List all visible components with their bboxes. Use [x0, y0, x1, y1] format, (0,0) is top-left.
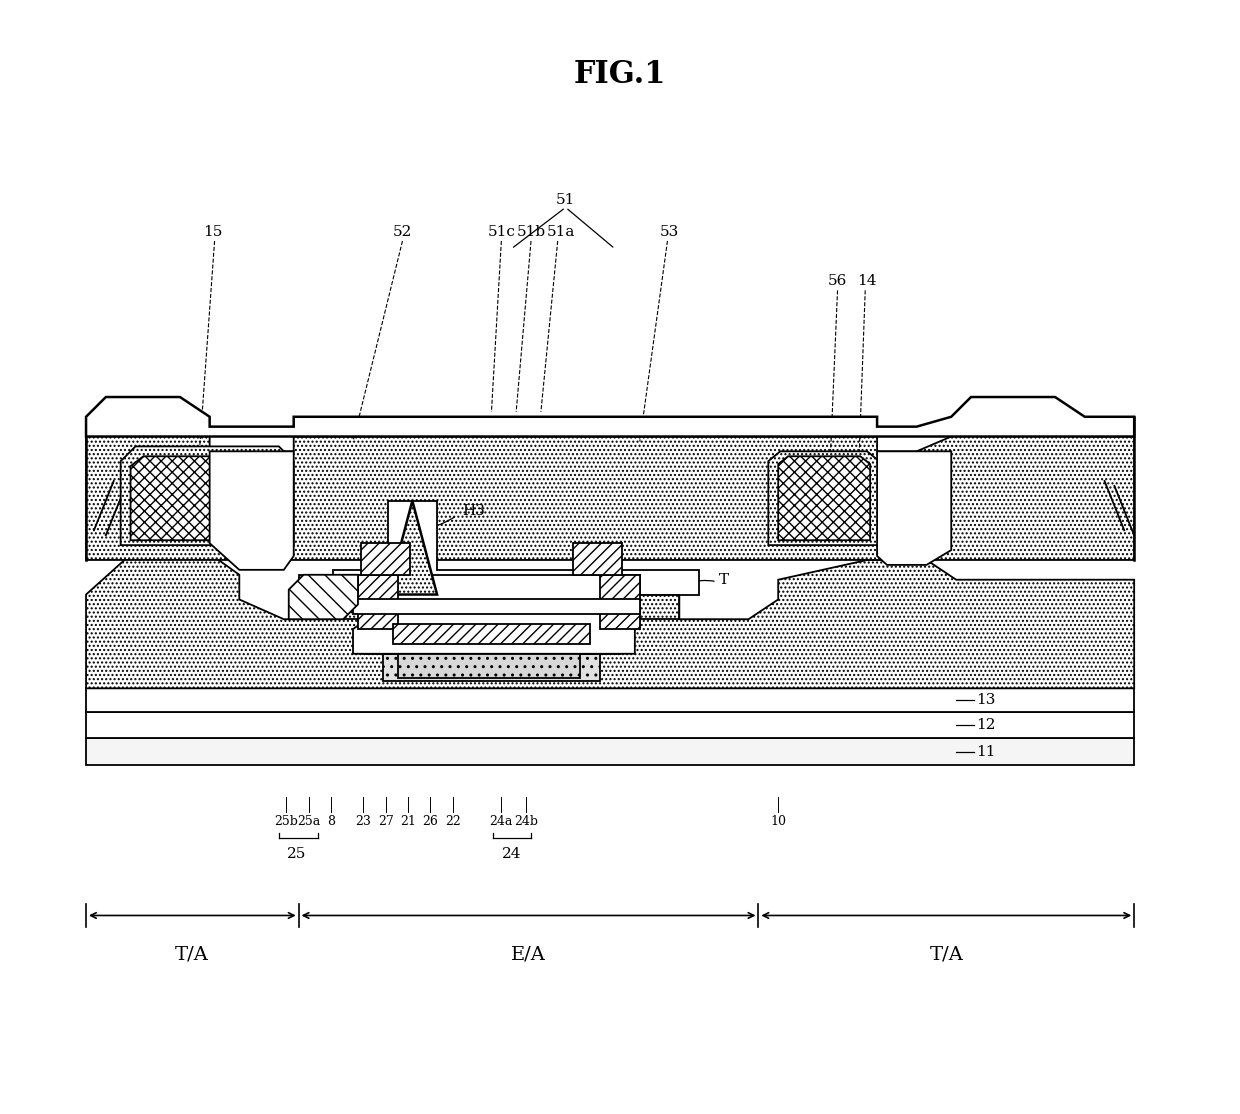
Polygon shape — [130, 457, 284, 540]
Bar — [398, 654, 580, 678]
Bar — [393, 624, 590, 644]
Polygon shape — [605, 575, 680, 619]
Bar — [86, 737, 1135, 765]
Text: 15: 15 — [203, 225, 222, 240]
Text: 22: 22 — [445, 815, 461, 828]
Polygon shape — [299, 575, 378, 619]
Text: 23: 23 — [355, 815, 371, 828]
Text: 53: 53 — [660, 225, 680, 240]
Text: 24a: 24a — [490, 815, 513, 828]
Polygon shape — [334, 500, 699, 595]
Polygon shape — [353, 605, 635, 654]
Text: 56: 56 — [828, 274, 847, 289]
Bar — [358, 575, 398, 629]
Polygon shape — [388, 500, 436, 595]
Bar — [353, 599, 640, 614]
Text: 8: 8 — [327, 815, 335, 828]
Polygon shape — [210, 451, 294, 570]
Text: 25b: 25b — [274, 815, 298, 828]
Text: 11: 11 — [976, 744, 996, 759]
Polygon shape — [86, 550, 1135, 688]
Polygon shape — [289, 575, 358, 619]
Text: 27: 27 — [378, 815, 393, 828]
Text: 52: 52 — [393, 225, 412, 240]
Polygon shape — [877, 451, 951, 565]
Bar — [600, 575, 640, 629]
Text: T/A: T/A — [175, 946, 208, 964]
Text: E/A: E/A — [511, 946, 546, 964]
Text: H3: H3 — [461, 504, 485, 518]
Text: 12: 12 — [976, 717, 996, 732]
Bar — [358, 575, 630, 605]
Bar — [86, 688, 1135, 712]
Text: 25a: 25a — [296, 815, 320, 828]
Text: 26: 26 — [422, 815, 438, 828]
Text: 21: 21 — [401, 815, 417, 828]
Polygon shape — [120, 447, 294, 545]
Text: 51b: 51b — [516, 225, 546, 240]
Text: 51c: 51c — [487, 225, 516, 240]
Text: 14: 14 — [857, 274, 877, 289]
Text: 10: 10 — [770, 815, 786, 828]
Text: 13: 13 — [976, 693, 996, 707]
Bar — [383, 654, 600, 682]
Text: FIG.1: FIG.1 — [574, 59, 666, 89]
Text: H2: H2 — [305, 609, 329, 623]
Text: 24: 24 — [501, 848, 521, 861]
Text: 51a: 51a — [547, 225, 575, 240]
Bar — [86, 712, 1135, 737]
Polygon shape — [86, 417, 1135, 560]
Text: 25: 25 — [286, 848, 306, 861]
Text: T: T — [719, 573, 729, 587]
Bar — [373, 605, 610, 629]
Text: H1: H1 — [600, 609, 624, 623]
Bar — [361, 544, 410, 575]
Text: 51: 51 — [556, 193, 575, 206]
Polygon shape — [769, 451, 879, 545]
Bar — [363, 629, 620, 654]
Bar — [573, 544, 622, 575]
Text: T/A: T/A — [929, 946, 963, 964]
Polygon shape — [779, 457, 870, 540]
Text: 24b: 24b — [515, 815, 538, 828]
Polygon shape — [86, 397, 1135, 437]
